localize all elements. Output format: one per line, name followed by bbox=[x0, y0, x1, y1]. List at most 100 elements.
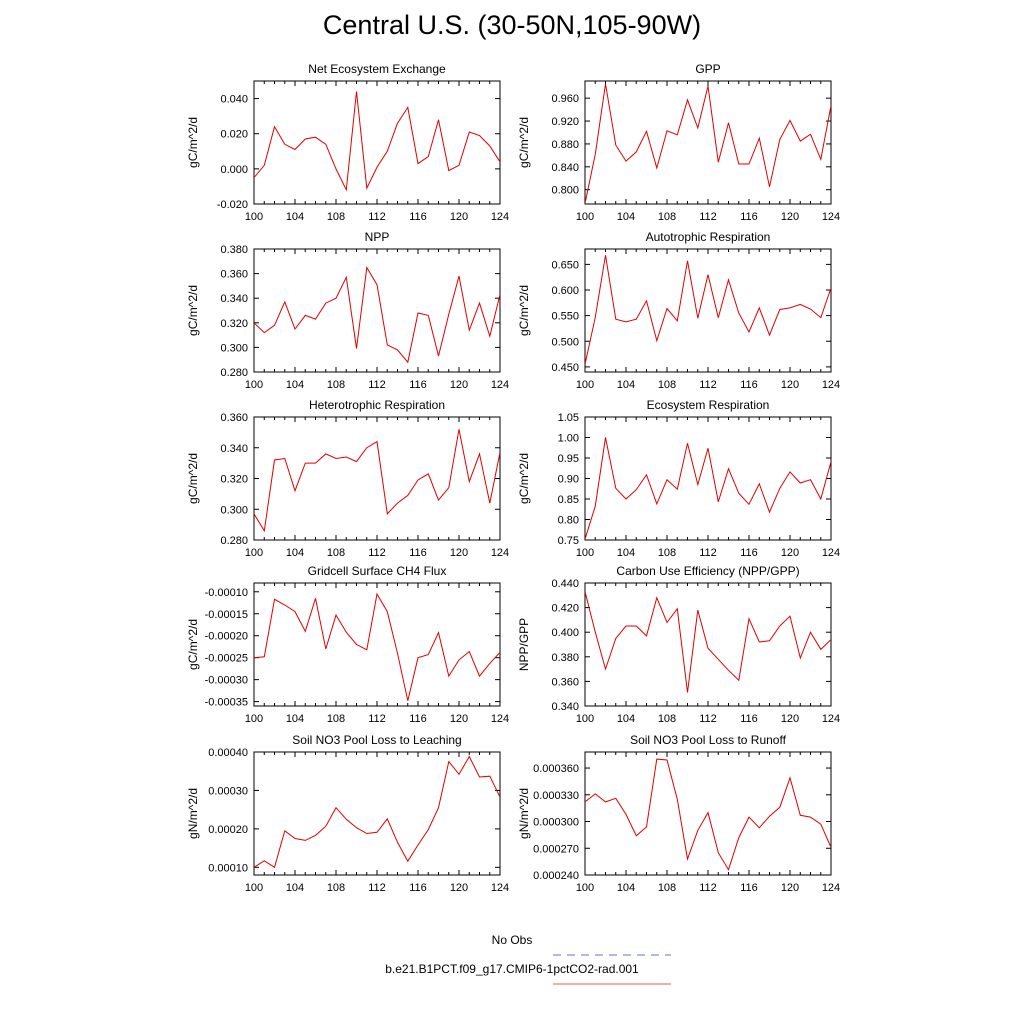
y-tick-label: 0.960 bbox=[551, 93, 579, 105]
panel-gpp: GPP gC/m^2/d 100 104 108 112 116 120 124 0.800 0.8… bbox=[517, 62, 840, 223]
y-tick-label: 0.000 bbox=[220, 164, 248, 176]
x-tick-label: 116 bbox=[740, 882, 758, 894]
panel-net-ecosystem-exchange: Net Ecosystem Exchange gC/m^2/d 100 104 108 1… bbox=[186, 62, 509, 223]
y-tick-label: 0.320 bbox=[220, 474, 248, 486]
y-tick-label: 0.280 bbox=[220, 367, 248, 379]
series-line bbox=[585, 437, 831, 540]
x-tick-label: 104 bbox=[617, 211, 635, 223]
x-tick-label: 112 bbox=[368, 379, 386, 391]
series-line bbox=[254, 755, 500, 869]
x-tick-label: 116 bbox=[740, 713, 758, 725]
panel-autotrophic-respiration: Autotrophic Respiration gC/m^2/d 100 104 108… bbox=[517, 230, 840, 391]
panel-soil-no3-pool-loss-to-runoff: Soil NO3 Pool Loss to Runoff gN/m^2/d 100 1… bbox=[517, 733, 840, 894]
panel-title: Net Ecosystem Exchange bbox=[308, 62, 446, 76]
y-tick-label: 0.920 bbox=[551, 116, 579, 128]
y-axis-label: gN/m^2/d bbox=[517, 788, 531, 839]
x-tick-label: 108 bbox=[658, 713, 676, 725]
x-tick-label: 120 bbox=[781, 379, 799, 391]
y-tick-label: 0.650 bbox=[551, 259, 579, 271]
y-tick-label: 0.440 bbox=[551, 578, 579, 590]
x-tick-label: 100 bbox=[245, 713, 263, 725]
series-line bbox=[585, 83, 831, 204]
x-tick-label: 124 bbox=[491, 882, 509, 894]
plot-frame bbox=[584, 416, 832, 541]
x-tick-label: 108 bbox=[658, 547, 676, 559]
x-tick-label: 116 bbox=[409, 211, 427, 223]
panel-title: Autotrophic Respiration bbox=[646, 230, 771, 244]
figure-title: Central U.S. (30-50N,105-90W) bbox=[322, 10, 702, 40]
x-tick-label: 100 bbox=[576, 713, 594, 725]
series-line bbox=[254, 265, 500, 364]
series-line bbox=[585, 758, 831, 871]
x-tick-label: 100 bbox=[245, 882, 263, 894]
panel-gridcell-surface-ch4-flux: Gridcell Surface CH4 Flux gC/m^2/d 100 104 1… bbox=[186, 564, 509, 725]
plot-frame bbox=[584, 248, 832, 373]
x-tick-label: 112 bbox=[368, 547, 386, 559]
panel-title: Ecosystem Respiration bbox=[647, 398, 770, 412]
y-tick-label: 0.360 bbox=[220, 269, 248, 281]
panel-npp: NPP gC/m^2/d 100 104 108 112 116 120 124 0.280 0.3… bbox=[186, 230, 509, 391]
y-tick-label: -0.020 bbox=[217, 199, 248, 211]
y-axis-label: gC/m^2/d bbox=[517, 117, 531, 168]
y-tick-label: 0.000270 bbox=[533, 843, 579, 855]
y-tick-label: 0.000240 bbox=[533, 870, 579, 882]
y-tick-label: 0.000360 bbox=[533, 763, 579, 775]
x-tick-label: 120 bbox=[450, 211, 468, 223]
y-axis-label: gC/m^2/d bbox=[186, 453, 200, 504]
legend-label-model-run: b.e21.B1PCT.f09_g17.CMIP6-1pctCO2-rad.00… bbox=[385, 962, 639, 976]
x-tick-label: 120 bbox=[781, 547, 799, 559]
x-tick-label: 116 bbox=[740, 547, 758, 559]
x-tick-label: 104 bbox=[286, 547, 304, 559]
y-axis-label: NPP/GPP bbox=[517, 618, 531, 671]
x-tick-label: 108 bbox=[658, 882, 676, 894]
x-tick-label: 124 bbox=[491, 211, 509, 223]
y-tick-label: 0.95 bbox=[558, 453, 579, 465]
x-tick-label: 104 bbox=[286, 713, 304, 725]
x-tick-label: 112 bbox=[699, 211, 717, 223]
y-tick-label: -0.00020 bbox=[205, 631, 248, 643]
x-tick-label: 100 bbox=[576, 211, 594, 223]
x-tick-label: 108 bbox=[327, 882, 345, 894]
y-tick-label: 0.80 bbox=[558, 515, 579, 527]
plot-frame bbox=[584, 582, 832, 707]
x-tick-label: 108 bbox=[327, 713, 345, 725]
y-tick-label: 0.00040 bbox=[208, 747, 248, 759]
x-tick-label: 104 bbox=[617, 379, 635, 391]
panel-title: Carbon Use Efficiency (NPP/GPP) bbox=[616, 564, 799, 578]
x-tick-label: 112 bbox=[368, 882, 386, 894]
panel-soil-no3-pool-loss-to-leaching: Soil NO3 Pool Loss to Leaching gN/m^2/d 10… bbox=[186, 733, 509, 894]
panel-title: Soil NO3 Pool Loss to Runoff bbox=[630, 733, 787, 747]
y-tick-label: 0.320 bbox=[220, 318, 248, 330]
y-tick-label: 0.340 bbox=[220, 443, 248, 455]
legend bbox=[553, 954, 671, 985]
y-tick-label: 0.000300 bbox=[533, 817, 579, 829]
y-tick-label: 0.85 bbox=[558, 494, 579, 506]
x-tick-label: 112 bbox=[699, 379, 717, 391]
y-tick-label: 0.340 bbox=[551, 701, 579, 713]
y-tick-label: 0.420 bbox=[551, 603, 579, 615]
x-tick-label: 108 bbox=[658, 379, 676, 391]
x-tick-label: 124 bbox=[491, 547, 509, 559]
x-tick-label: 104 bbox=[617, 882, 635, 894]
panel-title: GPP bbox=[695, 62, 720, 76]
x-tick-label: 108 bbox=[658, 211, 676, 223]
x-tick-label: 120 bbox=[450, 379, 468, 391]
y-tick-label: -0.00015 bbox=[205, 609, 248, 621]
x-tick-label: 104 bbox=[286, 379, 304, 391]
x-tick-label: 104 bbox=[286, 211, 304, 223]
x-tick-label: 120 bbox=[450, 882, 468, 894]
x-tick-label: 124 bbox=[822, 211, 840, 223]
x-tick-label: 116 bbox=[409, 882, 427, 894]
y-tick-label: 0.360 bbox=[220, 412, 248, 424]
x-tick-label: 120 bbox=[450, 713, 468, 725]
x-tick-label: 108 bbox=[327, 547, 345, 559]
y-tick-label: 0.840 bbox=[551, 162, 579, 174]
x-tick-label: 116 bbox=[409, 379, 427, 391]
y-tick-label: 0.380 bbox=[220, 244, 248, 256]
series-line bbox=[585, 591, 831, 693]
y-tick-label: 0.280 bbox=[220, 535, 248, 547]
y-axis-label: gC/m^2/d bbox=[186, 285, 200, 336]
x-tick-label: 104 bbox=[286, 882, 304, 894]
y-tick-label: 0.00030 bbox=[208, 785, 248, 797]
